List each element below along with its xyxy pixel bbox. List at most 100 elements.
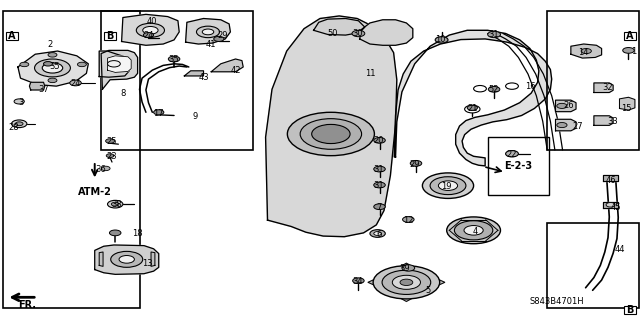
Bar [624,306,636,314]
Polygon shape [360,20,413,45]
Bar [624,32,636,40]
Text: 19: 19 [442,182,452,191]
Circle shape [35,59,70,77]
Circle shape [623,48,634,53]
Text: 45: 45 [611,204,621,212]
Text: 4: 4 [472,227,477,236]
Circle shape [392,275,420,289]
Text: B: B [106,31,113,41]
Text: 17: 17 [154,109,164,118]
Text: 6: 6 [376,230,381,239]
Circle shape [403,217,414,222]
Text: 52: 52 [489,85,499,94]
Text: 29: 29 [218,31,228,40]
Circle shape [300,119,362,149]
Text: 22: 22 [507,150,517,159]
Text: 29: 29 [410,160,420,169]
Text: ATM-2: ATM-2 [78,187,111,197]
Text: 21: 21 [467,104,477,113]
Text: 33: 33 [608,117,618,126]
Circle shape [168,56,180,62]
Circle shape [474,85,486,92]
Text: FR.: FR. [18,300,36,310]
Circle shape [119,256,134,263]
Text: 30: 30 [352,29,362,38]
Circle shape [374,137,385,143]
Circle shape [581,48,591,54]
Polygon shape [603,175,618,181]
Circle shape [374,166,385,172]
Text: 26: 26 [563,101,573,110]
Text: 12: 12 [403,216,413,225]
Polygon shape [556,119,576,131]
Circle shape [467,105,477,110]
Circle shape [143,33,154,38]
Text: 38: 38 [111,200,122,209]
Circle shape [402,265,415,271]
Polygon shape [101,50,138,89]
Bar [104,32,116,40]
Circle shape [202,29,214,35]
Polygon shape [394,30,552,166]
Circle shape [111,251,143,267]
Polygon shape [399,297,414,301]
Circle shape [382,270,431,294]
Text: 44: 44 [614,245,625,254]
Bar [488,137,549,195]
Circle shape [20,62,29,67]
Text: 28: 28 [9,123,19,132]
Text: 31: 31 [489,30,499,39]
Circle shape [438,181,458,190]
Polygon shape [266,16,397,237]
Polygon shape [603,202,618,208]
Text: 36: 36 [96,165,106,174]
Text: B: B [627,305,634,315]
Circle shape [557,103,567,108]
Text: 13: 13 [142,259,152,268]
Text: 31: 31 [374,181,384,190]
Circle shape [370,230,385,237]
Polygon shape [556,100,576,112]
Bar [547,11,639,150]
Polygon shape [122,14,179,45]
Polygon shape [29,82,45,90]
Text: 15: 15 [621,104,631,113]
Circle shape [435,37,448,43]
Text: 10: 10 [435,35,445,44]
Circle shape [70,80,81,86]
Circle shape [42,63,63,73]
Polygon shape [18,51,88,86]
Polygon shape [436,278,445,286]
Polygon shape [594,83,613,93]
Circle shape [410,160,422,166]
Circle shape [454,221,493,240]
Circle shape [488,86,500,92]
Circle shape [373,266,440,299]
Polygon shape [399,263,414,268]
Circle shape [108,200,123,208]
Circle shape [606,203,615,207]
Circle shape [111,202,119,206]
Polygon shape [314,19,365,35]
Circle shape [287,112,374,156]
Circle shape [106,139,115,143]
Text: 46: 46 [606,176,616,185]
Circle shape [374,204,385,210]
Polygon shape [108,56,131,72]
Circle shape [214,36,224,41]
Text: 23: 23 [107,152,117,161]
Circle shape [143,26,158,34]
Bar [101,11,253,150]
Polygon shape [594,116,613,125]
Circle shape [101,166,110,171]
Text: 25: 25 [107,137,117,146]
Circle shape [12,120,27,128]
Polygon shape [184,71,204,76]
Circle shape [14,99,24,104]
Polygon shape [571,44,602,58]
Circle shape [464,226,483,235]
Circle shape [374,232,381,235]
Circle shape [488,31,500,38]
Text: S843B4701H: S843B4701H [530,297,584,306]
Text: 11: 11 [365,69,375,78]
